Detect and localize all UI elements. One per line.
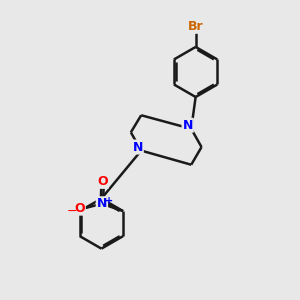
Text: +: + [105, 196, 113, 206]
Text: N: N [182, 119, 193, 132]
Text: −: − [66, 205, 77, 218]
Text: O: O [74, 202, 85, 215]
Text: N: N [132, 141, 143, 154]
Text: O: O [97, 175, 108, 188]
Text: N: N [97, 197, 107, 210]
Text: Br: Br [188, 20, 203, 33]
